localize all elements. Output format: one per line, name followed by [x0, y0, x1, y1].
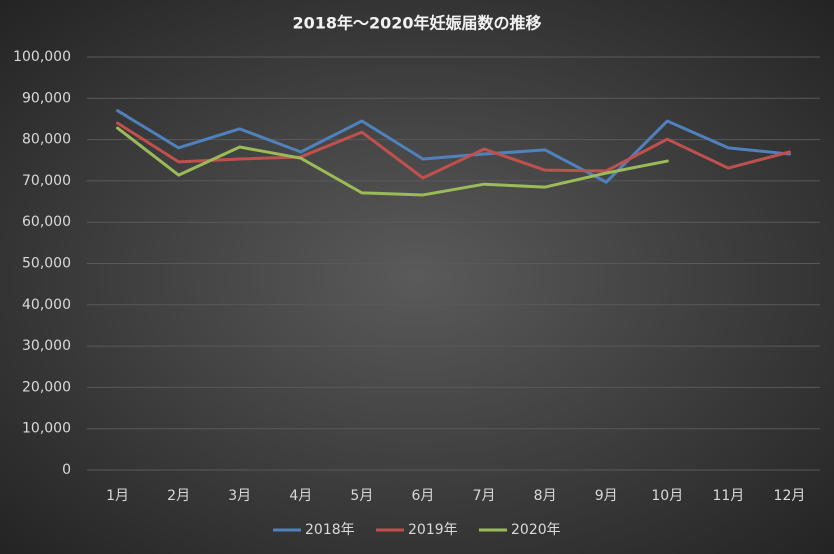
x-tick-label: 3月: [228, 488, 251, 504]
y-tick-label: 100,000: [13, 49, 71, 65]
x-tick-label: 5月: [350, 488, 373, 504]
y-tick-label: 0: [62, 462, 71, 478]
y-tick-label: 60,000: [22, 214, 71, 230]
x-tick-label: 10月: [651, 488, 683, 504]
legend-label: 2019年: [408, 522, 458, 538]
y-tick-label: 80,000: [22, 132, 71, 148]
x-tick-label: 2月: [167, 488, 190, 504]
x-tick-label: 7月: [473, 488, 496, 504]
y-tick-label: 50,000: [22, 256, 71, 272]
y-tick-label: 90,000: [22, 90, 71, 106]
legend-label: 2018年: [305, 522, 355, 538]
legend-label: 2020年: [511, 522, 561, 538]
y-tick-label: 20,000: [22, 379, 71, 395]
chart-title: 2018年～2020年妊娠届数の推移: [292, 14, 541, 33]
x-tick-label: 6月: [411, 488, 434, 504]
x-tick-label: 11月: [712, 488, 744, 504]
y-tick-label: 30,000: [22, 338, 71, 354]
x-tick-label: 12月: [774, 488, 806, 504]
y-tick-label: 40,000: [22, 297, 71, 313]
x-tick-label: 4月: [289, 488, 312, 504]
x-tick-label: 9月: [595, 488, 618, 504]
series-line: [116, 121, 791, 180]
series-line: [116, 109, 791, 184]
y-tick-label: 70,000: [22, 173, 71, 189]
y-tick-label: 10,000: [22, 421, 71, 437]
x-tick-label: 8月: [534, 488, 557, 504]
series-line: [116, 126, 669, 197]
x-tick-label: 1月: [106, 488, 129, 504]
